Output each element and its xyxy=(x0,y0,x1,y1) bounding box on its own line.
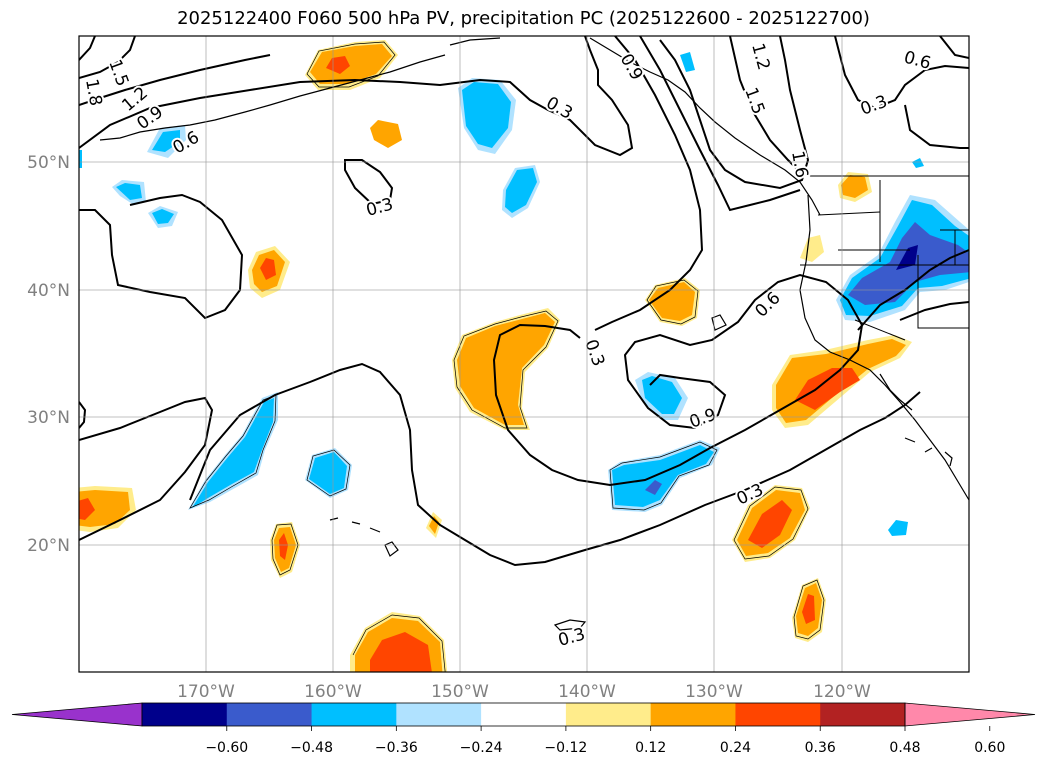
pv-contour xyxy=(899,301,969,321)
pv-contour xyxy=(492,273,864,487)
pv-contour xyxy=(79,401,87,429)
pv-contour xyxy=(659,36,810,190)
precip-blob xyxy=(888,520,908,536)
colorbar-swatch xyxy=(820,703,906,726)
pv-contour xyxy=(79,193,244,320)
latitude-labels: 50°N 40°N 30°N 20°N xyxy=(27,153,70,556)
colorbar-tick-label: 0.48 xyxy=(889,740,920,756)
colorbar-swatch xyxy=(226,703,313,726)
coastlines xyxy=(99,37,969,631)
precip-blob xyxy=(795,368,860,410)
precip-blob xyxy=(748,500,792,548)
precip-blob xyxy=(649,282,695,321)
precip-blob xyxy=(326,56,350,74)
lon-label: 120°W xyxy=(813,682,871,702)
lat-label: 50°N xyxy=(27,153,70,173)
precip-blob xyxy=(116,183,142,200)
lon-label: 130°W xyxy=(685,682,743,702)
colorbar-swatch xyxy=(735,703,821,726)
colorbar xyxy=(11,702,1036,731)
precip-blob xyxy=(912,158,924,168)
precip-blob xyxy=(642,376,682,414)
lon-label: 170°W xyxy=(177,682,235,702)
precip-blob xyxy=(370,632,432,672)
lat-label: 40°N xyxy=(27,281,70,301)
colorbar-tick-label: −0.12 xyxy=(544,740,587,756)
precip-blob xyxy=(802,594,815,624)
colorbar-swatch xyxy=(142,703,228,726)
colorbar-tick-label: −0.60 xyxy=(205,740,248,756)
pv-contour xyxy=(904,104,969,149)
contour-labels: 1.5 1.8 1.2 0.9 0.6 0.3 0.3 0.3 1.2 1.5 … xyxy=(79,39,935,653)
precip-blob xyxy=(279,533,288,560)
precip-blob xyxy=(79,150,82,168)
precip-blob xyxy=(192,398,274,508)
map-frame xyxy=(78,35,970,673)
colorbar-frame xyxy=(141,702,906,727)
precip-blob xyxy=(370,120,402,148)
pv-contour xyxy=(344,159,394,206)
precip-blob xyxy=(645,480,662,495)
precip-blob xyxy=(680,52,695,72)
colorbar-tick-label: 0.60 xyxy=(974,740,1005,756)
precip-blob xyxy=(462,82,511,148)
colorbar-tick-label: 0.36 xyxy=(805,740,836,756)
map-title: 2025122400 F060 500 hPa PV, precipitatio… xyxy=(177,8,870,29)
colorbar-swatch xyxy=(311,703,397,726)
colorbar-tick-label: 0.12 xyxy=(635,740,666,756)
pv-contours xyxy=(79,36,969,567)
colorbar-swatch xyxy=(565,703,652,726)
shading-outlines xyxy=(189,41,825,672)
pv-contour xyxy=(594,36,704,331)
colorbar-extend-high xyxy=(904,702,1036,727)
precip-blob xyxy=(800,235,824,262)
precip-blob xyxy=(152,130,180,152)
pv-contour xyxy=(79,36,634,157)
colorbar-extend-low xyxy=(11,702,143,727)
precip-blob xyxy=(505,168,537,213)
precip-blob xyxy=(79,498,95,520)
lat-label: 20°N xyxy=(27,536,70,556)
precip-shading xyxy=(79,40,969,672)
colorbar-tick-label: −0.24 xyxy=(460,740,503,756)
precip-blob xyxy=(310,44,392,84)
colorbar-swatch xyxy=(650,703,736,726)
colorbar-tick-label: −0.48 xyxy=(290,740,333,756)
precip-blob xyxy=(309,452,347,494)
colorbar-tick-labels: −0.60 −0.48 −0.36 −0.24 −0.12 0.12 0.24 … xyxy=(205,740,1005,756)
pv-contour xyxy=(857,249,969,331)
longitude-labels: 170°W 160°W 150°W 140°W 130°W 120°W xyxy=(177,682,871,702)
lon-label: 140°W xyxy=(558,682,616,702)
lat-label: 30°N xyxy=(27,408,70,428)
precip-blob xyxy=(152,209,174,224)
political-borders xyxy=(800,175,969,341)
precip-blob xyxy=(260,258,276,280)
colorbar-tick-label: −0.36 xyxy=(375,740,418,756)
precip-blob xyxy=(79,490,130,527)
gridlines xyxy=(79,36,969,672)
lon-label: 160°W xyxy=(304,682,362,702)
pv-contour xyxy=(79,54,271,106)
precip-blob xyxy=(457,313,555,425)
pv-contour xyxy=(79,36,96,61)
pv-contour xyxy=(939,36,969,59)
colorbar-swatch xyxy=(481,703,567,726)
colorbar-tick-label: 0.24 xyxy=(720,740,751,756)
precip-blob xyxy=(896,245,918,270)
pv-contour xyxy=(639,36,801,212)
pv-contour xyxy=(79,36,136,79)
precip-blob xyxy=(841,175,868,198)
lon-label: 150°W xyxy=(431,682,489,702)
colorbar-swatch xyxy=(396,703,482,726)
pv-contour xyxy=(189,362,921,567)
pv-contour xyxy=(834,36,969,110)
